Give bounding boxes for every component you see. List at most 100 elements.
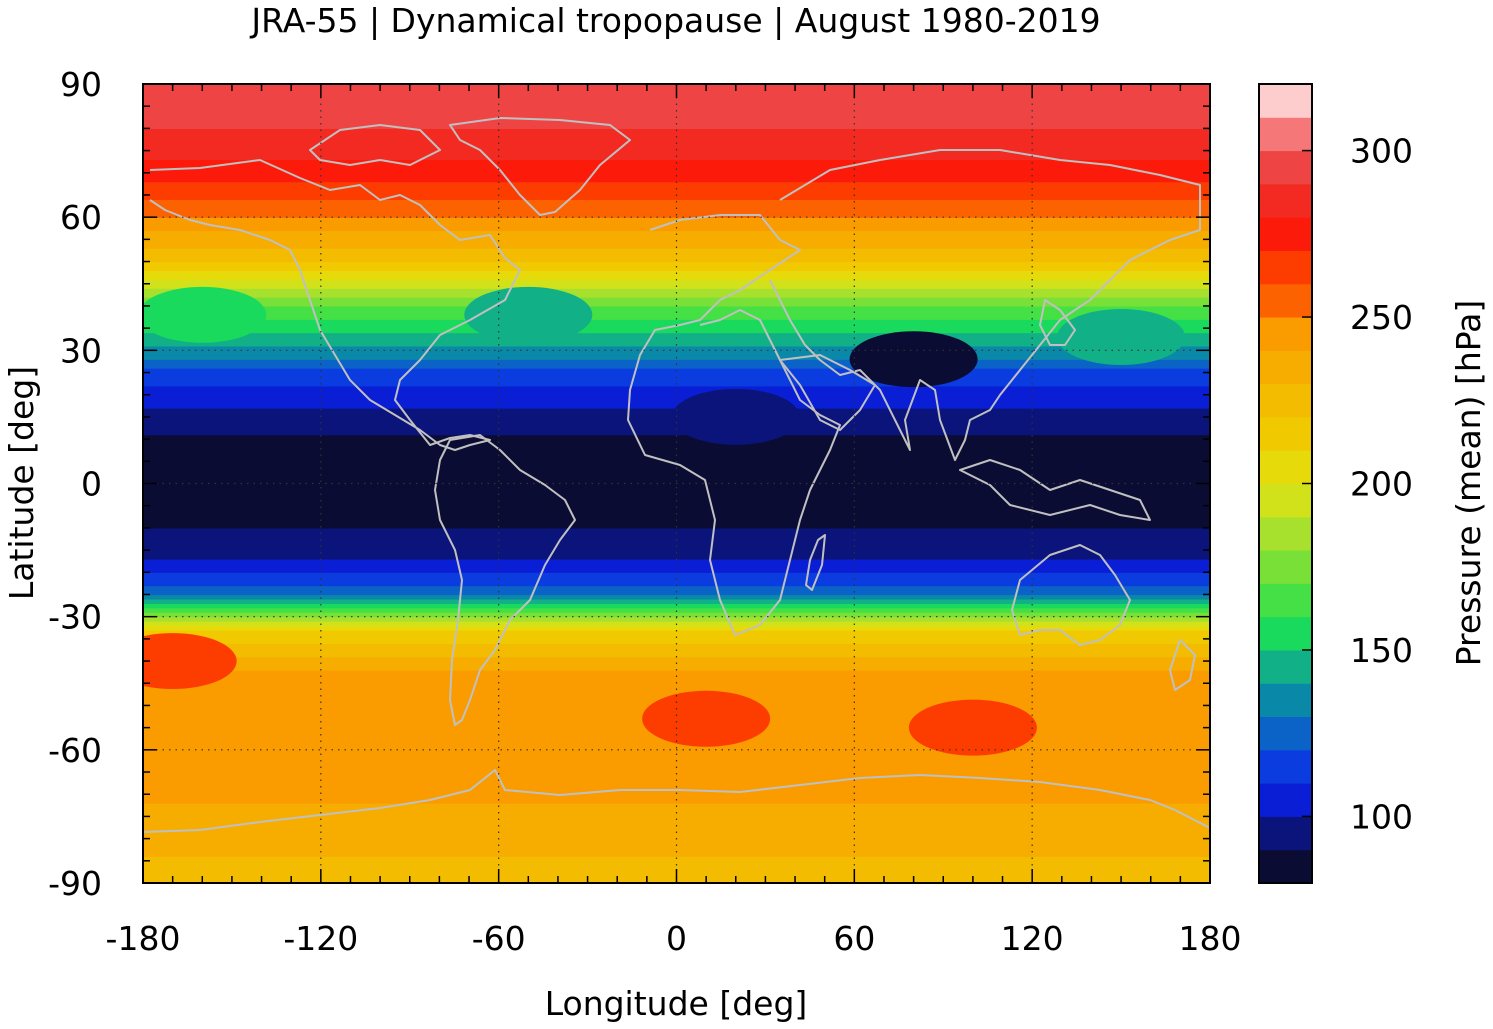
pressure-band [143, 372, 1210, 378]
pressure-band [143, 545, 1210, 551]
pressure-feature [1057, 309, 1186, 365]
x-tick-label: 0 [666, 919, 687, 958]
pressure-band [143, 523, 1210, 529]
colorbar-swatch [1259, 117, 1312, 152]
pressure-band [143, 132, 1210, 138]
pressure-band [143, 865, 1210, 871]
plot-area [143, 84, 1210, 883]
pressure-band [143, 683, 1210, 689]
colorbar-swatch [1259, 450, 1312, 484]
coastline-arabia [779, 354, 876, 431]
pressure-band [143, 163, 1210, 169]
pressure-band [143, 208, 1210, 214]
pressure-band [143, 385, 1210, 391]
pressure-feature [997, 455, 1126, 512]
pressure-band [143, 194, 1210, 201]
pressure-band [143, 487, 1210, 493]
pressure-band [143, 567, 1210, 573]
coastline-arctic-islands [309, 124, 441, 166]
y-tick-label: 90 [60, 65, 102, 104]
pressure-band [143, 261, 1210, 267]
pressure-band [143, 851, 1210, 857]
colorbar-tick-label: 100 [1350, 797, 1413, 836]
y-tick-label: 60 [60, 198, 102, 237]
pressure-band [143, 328, 1210, 334]
pressure-band [143, 776, 1210, 782]
pressure-band [143, 603, 1210, 609]
pressure-band [143, 363, 1210, 369]
pressure-band [143, 230, 1210, 236]
pressure-feature [464, 286, 593, 343]
pressure-band [143, 190, 1210, 196]
coastline-greenland [449, 117, 631, 216]
pressure-band [143, 860, 1210, 866]
pressure-band [143, 141, 1210, 147]
pressure-band [143, 554, 1210, 560]
pressure-band [143, 403, 1210, 409]
pressure-band [143, 558, 1210, 564]
colorbar-tick-label: 250 [1350, 298, 1413, 337]
colorbar-swatch [1259, 317, 1312, 351]
pressure-band [143, 376, 1210, 383]
pressure-band [143, 265, 1210, 272]
pressure-band [143, 665, 1210, 671]
colorbar-swatch [1259, 616, 1312, 651]
pressure-band [143, 150, 1210, 156]
pressure-band [143, 305, 1210, 311]
pressure-band [143, 519, 1210, 525]
y-tick-labels: -90 -60 -30 0 30 60 90 [48, 65, 102, 903]
pressure-band [143, 279, 1210, 285]
colorbar-swatch [1259, 150, 1312, 185]
pressure-band [143, 643, 1210, 649]
pressure-feature [908, 699, 1037, 756]
pressure-feature [143, 286, 267, 343]
pressure-band [143, 607, 1210, 613]
y-tick-label: 0 [81, 465, 102, 504]
pressure-band [143, 532, 1210, 538]
pressure-band [143, 794, 1210, 800]
pressure-band [143, 470, 1210, 476]
pressure-band [143, 669, 1210, 675]
pressure-band [143, 510, 1210, 516]
pressure-band [143, 314, 1210, 320]
y-tick-label: 30 [60, 331, 102, 370]
colorbar-swatch [1259, 716, 1312, 751]
pressure-band [143, 789, 1210, 795]
colorbar-label: Pressure (mean) [hPa] [1449, 300, 1488, 667]
pressure-band [143, 248, 1210, 254]
colorbar-tick-label: 200 [1350, 465, 1413, 504]
colorbar-swatch [1259, 350, 1312, 385]
pressure-band [143, 527, 1210, 533]
coastline-madagascar [805, 534, 826, 591]
pressure-band [143, 119, 1210, 125]
pressure-band [143, 341, 1210, 347]
pressure-band [143, 203, 1210, 209]
x-axis-label: Longitude [deg] [545, 984, 808, 1023]
pressure-band [143, 501, 1210, 507]
pressure-band [143, 652, 1210, 658]
pressure-band [143, 274, 1210, 280]
colorbar-swatch [1259, 783, 1312, 817]
pressure-band [143, 159, 1210, 165]
y-tick-label: -30 [48, 598, 102, 637]
coastline-asia [769, 149, 1201, 461]
x-tick-label: 180 [1179, 919, 1242, 958]
pressure-band [143, 656, 1210, 662]
pressure-band [143, 590, 1210, 596]
pressure-band [143, 483, 1210, 489]
pressure-band [143, 106, 1210, 112]
pressure-band [143, 847, 1210, 853]
pressure-band [143, 390, 1210, 396]
pressure-band [143, 447, 1210, 454]
pressure-band [143, 345, 1210, 351]
pressure-band [143, 474, 1210, 480]
pressure-band [143, 834, 1210, 840]
x-tick-label: -60 [472, 919, 526, 958]
pressure-band [143, 399, 1210, 405]
pressure-band [143, 252, 1210, 258]
pressure-band [143, 594, 1210, 600]
coastline-new-zealand [1169, 639, 1196, 691]
pressure-band [143, 687, 1210, 693]
coastline-antarctica [143, 769, 1210, 833]
